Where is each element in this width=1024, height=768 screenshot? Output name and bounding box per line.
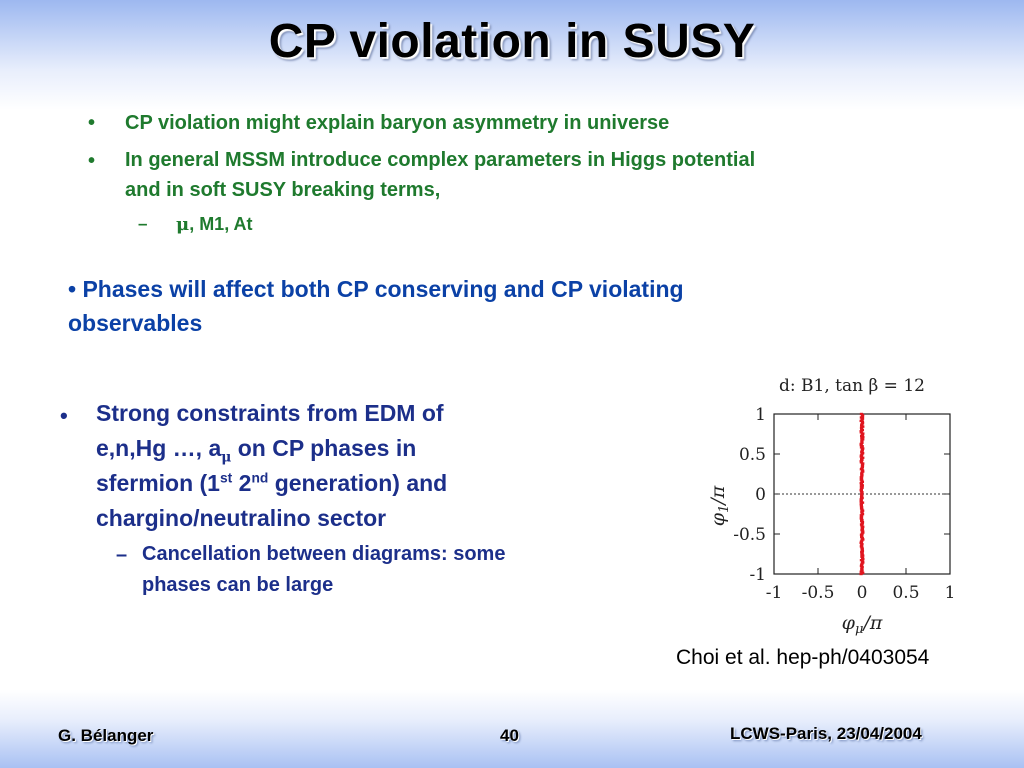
scatter-points	[859, 412, 865, 576]
bullet-dot: •	[88, 150, 96, 172]
x-tick-label: 0	[857, 583, 868, 603]
y-tick-labels: 1 0.5 0 -0.5 -1	[733, 405, 766, 585]
bullet-mssm-line2: and in soft SUSY breaking terms,	[125, 179, 441, 201]
constraints-line4: chargino/neutralino sector	[96, 505, 387, 531]
x-tick-label: 0.5	[892, 583, 919, 603]
parameters-text: , M1, At	[189, 214, 253, 234]
bullet-dot: •	[68, 276, 83, 302]
constraints-paragraph: Strong constraints from EDM of e,n,Hg …,…	[96, 396, 447, 536]
constraints-line1: Strong constraints from EDM of	[96, 400, 444, 426]
x-tick-label: -1	[766, 583, 783, 603]
scatter-point	[859, 572, 863, 576]
plot-title: d: B1, tan β = 12	[779, 376, 925, 396]
y-tick-label: 1	[755, 405, 766, 425]
footer-author: G. Bélanger	[58, 726, 154, 745]
footer-page-number: 40	[500, 726, 519, 745]
phases-line2: observables	[68, 310, 203, 336]
figure-caption: Choi et al. hep-ph/0403054	[676, 646, 930, 669]
x-tick-label: 1	[945, 583, 956, 603]
y-tick-label: 0	[755, 485, 766, 505]
phases-paragraph: • Phases will affect both CP conserving …	[68, 272, 684, 340]
bullet-dot: •	[88, 112, 96, 134]
mu-symbol: μ	[176, 214, 190, 235]
slide-title: CP violation in SUSY	[268, 15, 756, 68]
bullet-dot: •	[60, 403, 68, 428]
x-tick-labels: -1 -0.5 0 0.5 1	[766, 583, 956, 603]
phase-scatter-plot: d: B1, tan β = 12 1 0.5 0 -0.5 -1 -1 -0.5 0 0.5…	[707, 376, 956, 637]
bullet-mssm-line1: In general MSSM introduce complex parame…	[125, 149, 756, 171]
bullet-baryon-asymmetry: CP violation might explain baryon asymme…	[125, 112, 670, 134]
y-tick-label: -0.5	[733, 525, 766, 545]
sub-bullet-dash: –	[116, 544, 128, 566]
x-axis-label: φμ/π	[842, 612, 883, 637]
cancellation-paragraph: Cancellation between diagrams: some phas…	[142, 539, 505, 601]
constraints-line3: sfermion (1st 2nd generation) and	[96, 470, 448, 496]
y-axis-label: φ1/π	[707, 485, 732, 526]
y-tick-label: 0.5	[739, 445, 766, 465]
scatter-point	[859, 412, 864, 416]
phases-line1: • Phases will affect both CP conserving …	[68, 276, 684, 302]
sub-bullet-parameters: μ, M1, At	[176, 214, 253, 235]
cancellation-line1: Cancellation between diagrams: some	[142, 543, 506, 565]
y-tick-label: -1	[749, 565, 766, 585]
x-tick-label: -0.5	[802, 583, 835, 603]
constraints-line2: e,n,Hg …, aμ on CP phases in	[96, 435, 417, 466]
cancellation-line2: phases can be large	[142, 574, 334, 596]
footer-event: LCWS-Paris, 23/04/2004	[730, 724, 922, 743]
sub-bullet-dash: –	[138, 214, 148, 233]
